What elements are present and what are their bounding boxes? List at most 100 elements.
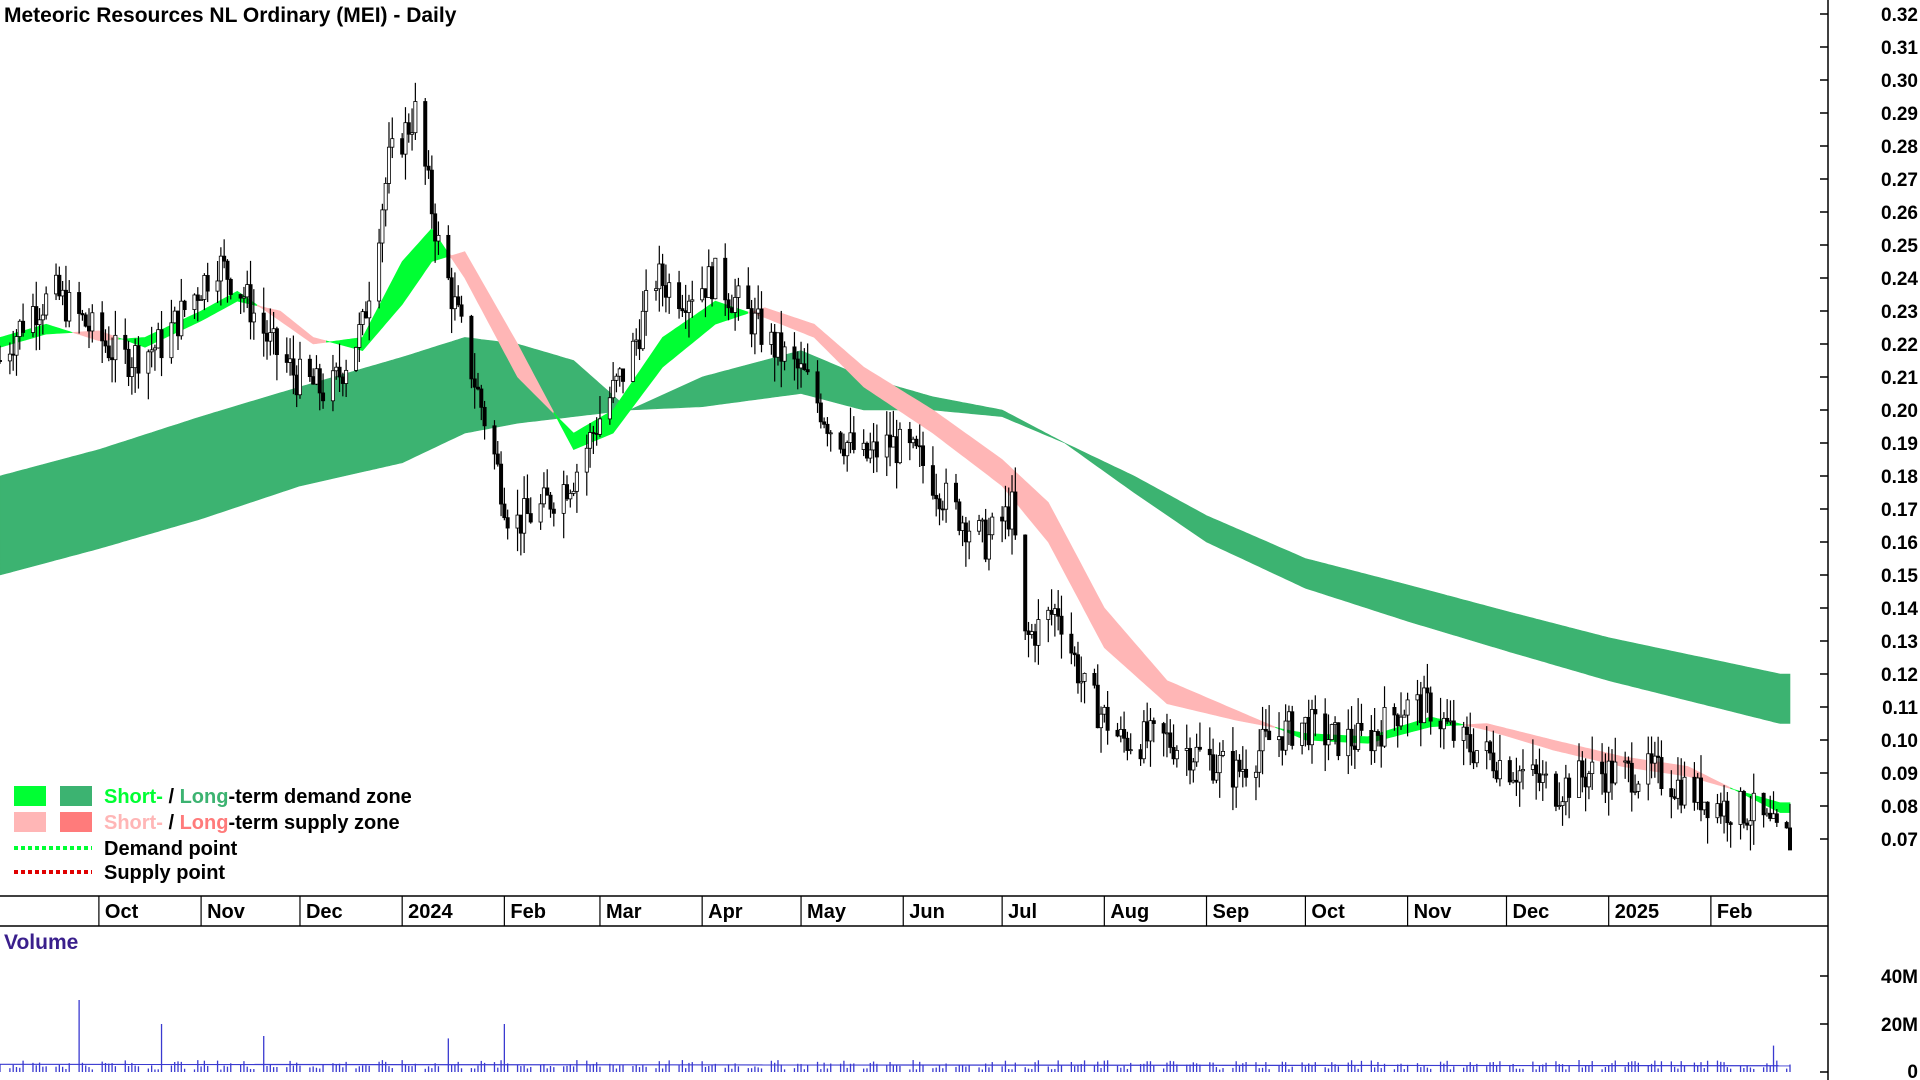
candle-body (838, 432, 843, 450)
candle-body (1283, 720, 1288, 751)
y-tick-label: 0.08 (1881, 797, 1918, 818)
candle-body (1257, 750, 1262, 773)
candle-body (1036, 619, 1041, 646)
candle-body (429, 169, 434, 215)
candle-body (1313, 709, 1318, 715)
candle-body (792, 346, 797, 360)
candle-body (795, 358, 800, 369)
x-tick-label: Feb (1717, 901, 1753, 923)
candle-body (1441, 717, 1446, 730)
candle-body (1214, 772, 1219, 781)
candle-body (472, 378, 477, 388)
candle-body (752, 312, 757, 335)
candle-body (1253, 771, 1258, 778)
legend-swatch-long-supply (60, 812, 92, 832)
legend-swatch-short-supply (14, 812, 46, 832)
volume-bars (0, 1000, 1791, 1072)
candle-body (1646, 753, 1651, 785)
candle-body (1679, 779, 1684, 806)
candle-body (528, 513, 533, 523)
candle-body (960, 522, 965, 531)
candle-body (518, 514, 523, 534)
legend-supply-point-text: Supply point (104, 862, 225, 884)
candle-body (1237, 759, 1242, 772)
candle-body (1184, 748, 1189, 751)
candle-body (288, 358, 293, 363)
candle-body (1705, 801, 1710, 819)
candle-body (1623, 760, 1628, 763)
candle-body (1115, 729, 1120, 737)
candle-body (1352, 745, 1357, 750)
candle-body (779, 332, 784, 362)
candle-body (990, 516, 995, 536)
candle-body (1514, 779, 1519, 783)
candle-body (106, 345, 111, 359)
candle-body (1072, 652, 1077, 656)
y-tick-label: 0.31 (1881, 38, 1918, 59)
candle-body (756, 308, 761, 314)
candle-body (1059, 615, 1064, 635)
candle-body (1118, 729, 1123, 737)
candle-body (1494, 770, 1499, 780)
candle-body (1105, 706, 1110, 731)
candle-body (1563, 777, 1568, 803)
candle-body (436, 234, 441, 242)
candle-body (1761, 792, 1766, 816)
candle-body (1128, 749, 1133, 752)
candle-body (1428, 692, 1433, 722)
x-tick-label: 2025 (1615, 901, 1660, 923)
candle-body (218, 255, 223, 282)
candle-body (340, 376, 345, 384)
candle-body (1464, 726, 1469, 735)
candle-body (657, 263, 662, 290)
candle-body (888, 434, 893, 448)
x-tick-label: 2024 (408, 901, 453, 923)
candle-body (561, 484, 566, 514)
x-tick-label: Jun (909, 901, 945, 923)
candle-body (321, 392, 326, 402)
volume-tick-label: 0 (1907, 1062, 1918, 1080)
candle-body (1764, 812, 1769, 816)
candle-body (499, 463, 504, 505)
candle-body (1695, 777, 1700, 803)
candle-body (1745, 822, 1750, 826)
candle-body (294, 374, 299, 396)
candle-body (452, 296, 457, 310)
candle-body (1702, 801, 1707, 811)
candle-body (34, 306, 39, 326)
candle-body (940, 508, 945, 511)
candle-body (410, 132, 415, 135)
candle-body (87, 325, 92, 332)
candle-body (769, 331, 774, 345)
y-tick-label: 0.26 (1881, 203, 1918, 224)
candle-body (377, 242, 382, 302)
candle-body (110, 357, 115, 361)
candle-body (459, 304, 464, 317)
candle-body (868, 449, 873, 459)
candle-body (297, 358, 302, 396)
candle-body (40, 314, 45, 321)
candle-body (403, 122, 408, 155)
candle-body (818, 402, 823, 423)
candle-body (545, 487, 550, 496)
candle-body (1511, 779, 1516, 783)
volume-y-axis: 40M 20M 0 (1820, 967, 1918, 1080)
candle-body (1267, 730, 1272, 741)
candle-body (291, 358, 296, 376)
candle-body (930, 465, 935, 496)
candle-body (1300, 722, 1305, 746)
candle-body (1656, 755, 1661, 758)
candle-body (822, 421, 827, 425)
candle-body (611, 379, 616, 399)
candle-body (568, 493, 573, 500)
candle-body (700, 288, 705, 301)
candle-body (1052, 608, 1057, 615)
candle-body (1359, 722, 1364, 731)
candle-body (21, 320, 26, 333)
candle-body (1488, 741, 1493, 754)
candle-body (1013, 491, 1018, 536)
candle-body (703, 288, 708, 298)
candle-body (1079, 680, 1084, 684)
candle-body (146, 351, 151, 374)
candle-body (1056, 608, 1061, 617)
